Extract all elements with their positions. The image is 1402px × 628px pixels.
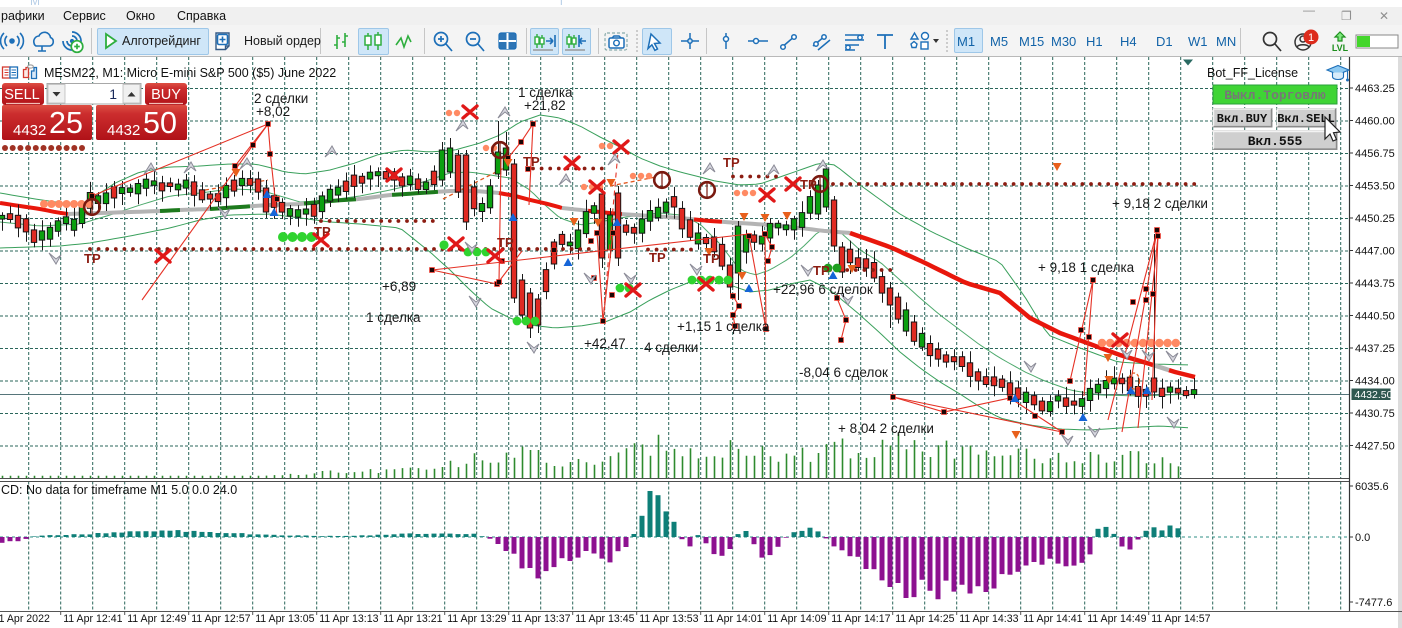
svg-text:BUY: BUY	[151, 87, 181, 103]
svg-text:11 Apr 14:49: 11 Apr 14:49	[1087, 613, 1146, 625]
svg-text:0.0: 0.0	[1355, 532, 1370, 544]
svg-text:+ 9,18 2 сделки: + 9,18 2 сделки	[1112, 196, 1208, 211]
svg-text:+ 8,04 2 сделки: + 8,04 2 сделки	[838, 421, 934, 436]
svg-text:11 Apr 12:49: 11 Apr 12:49	[127, 613, 186, 625]
svg-text:TP: TP	[523, 154, 540, 169]
svg-text:4463.25: 4463.25	[1355, 83, 1395, 95]
svg-text:Вкл.555: Вкл.555	[1248, 134, 1303, 149]
svg-text:4447.00: 4447.00	[1355, 246, 1395, 258]
svg-text:11 Apr 13:13: 11 Apr 13:13	[319, 613, 378, 625]
svg-text:4453.50: 4453.50	[1355, 181, 1395, 193]
svg-text:11 Apr 13:37: 11 Apr 13:37	[511, 613, 570, 625]
svg-text:11 Apr 12:57: 11 Apr 12:57	[191, 613, 250, 625]
svg-text:4450.25: 4450.25	[1355, 213, 1395, 225]
svg-text:4 сделки: 4 сделки	[644, 340, 698, 355]
svg-text:+8,02: +8,02	[256, 104, 290, 119]
svg-text:4432.50: 4432.50	[1355, 389, 1393, 401]
svg-text:11 Apr 14:01: 11 Apr 14:01	[703, 613, 762, 625]
svg-text:4460.00: 4460.00	[1355, 116, 1395, 128]
svg-text:MESM22, M1: Micro E-mini S&P: MESM22, M1: Micro E-mini S&P 500 ($5) Ju…	[44, 66, 336, 80]
svg-text:TP: TP	[84, 251, 101, 266]
svg-text:11 Apr 14:17: 11 Apr 14:17	[831, 613, 890, 625]
svg-text:Вкл.SELL: Вкл.SELL	[1277, 112, 1335, 126]
svg-text:11 Apr 13:45: 11 Apr 13:45	[575, 613, 634, 625]
svg-text:+42,47: +42,47	[584, 336, 626, 351]
svg-text:11 Apr 13:53: 11 Apr 13:53	[639, 613, 698, 625]
svg-text:TP: TP	[497, 235, 514, 250]
svg-text:4437.25: 4437.25	[1355, 343, 1395, 355]
svg-text:LVL: LVL	[1332, 43, 1349, 53]
svg-text:11 Apr 2022: 11 Apr 2022	[0, 613, 50, 625]
svg-text:11 Apr 14:09: 11 Apr 14:09	[767, 613, 826, 625]
svg-text:11 Apr 14:33: 11 Apr 14:33	[959, 613, 1018, 625]
svg-text:TP: TP	[649, 250, 666, 265]
svg-text:TP: TP	[813, 263, 830, 278]
svg-text:11 Apr 14:57: 11 Apr 14:57	[1151, 613, 1210, 625]
svg-text:11 Apr 14:41: 11 Apr 14:41	[1023, 613, 1082, 625]
svg-text:4430.75: 4430.75	[1355, 408, 1395, 420]
svg-text:1 сделка: 1 сделка	[518, 85, 573, 100]
svg-text:50: 50	[143, 106, 177, 140]
svg-text:TP: TP	[800, 177, 817, 192]
svg-text:+6,89: +6,89	[382, 279, 416, 294]
svg-text:-7477.6: -7477.6	[1355, 597, 1392, 609]
svg-text:Вкл.BUY: Вкл.BUY	[1217, 112, 1268, 126]
svg-text:-8,04 6 сделок: -8,04 6 сделок	[799, 365, 888, 380]
svg-text:Выкл.Торговлю: Выкл.Торговлю	[1224, 88, 1326, 103]
svg-text:+ 9,18 1 сделка: + 9,18 1 сделка	[1038, 260, 1135, 275]
svg-text:25: 25	[49, 106, 83, 140]
svg-text:CD: No data for timeframe M1 5: CD: No data for timeframe M1 5.0 0.0 24.…	[1, 483, 237, 497]
svg-text:11 Apr 12:41: 11 Apr 12:41	[63, 613, 122, 625]
svg-text:TP: TP	[703, 251, 720, 266]
svg-text:11 Apr 13:05: 11 Apr 13:05	[255, 613, 314, 625]
svg-text:+22,96 6 сделок: +22,96 6 сделок	[773, 282, 873, 297]
svg-text:4432: 4432	[13, 122, 46, 139]
svg-text:4432: 4432	[107, 122, 140, 139]
svg-text:4443.75: 4443.75	[1355, 278, 1395, 290]
svg-text:+1,15 1 сделка: +1,15 1 сделка	[677, 319, 770, 334]
svg-text:Bot_FF_License: Bot_FF_License	[1207, 66, 1298, 80]
svg-text:TP: TP	[314, 224, 331, 239]
svg-text:11 Apr 13:21: 11 Apr 13:21	[383, 613, 442, 625]
svg-text:+21,82: +21,82	[524, 98, 566, 113]
svg-text:4434.00: 4434.00	[1355, 376, 1395, 388]
svg-text:4456.75: 4456.75	[1355, 148, 1395, 160]
svg-text:TP: TP	[723, 155, 740, 170]
svg-text:11 Apr 13:29: 11 Apr 13:29	[447, 613, 506, 625]
svg-text:SELL: SELL	[4, 87, 39, 103]
svg-text:1 сделка: 1 сделка	[366, 310, 421, 325]
svg-text:11 Apr 14:25: 11 Apr 14:25	[895, 613, 954, 625]
svg-text:4440.50: 4440.50	[1355, 311, 1395, 323]
svg-text:4427.50: 4427.50	[1355, 441, 1395, 453]
svg-text:2 сделки: 2 сделки	[254, 91, 308, 106]
svg-text:1: 1	[1308, 32, 1314, 44]
svg-text:6035.6: 6035.6	[1355, 481, 1389, 493]
svg-text:1: 1	[109, 86, 117, 102]
